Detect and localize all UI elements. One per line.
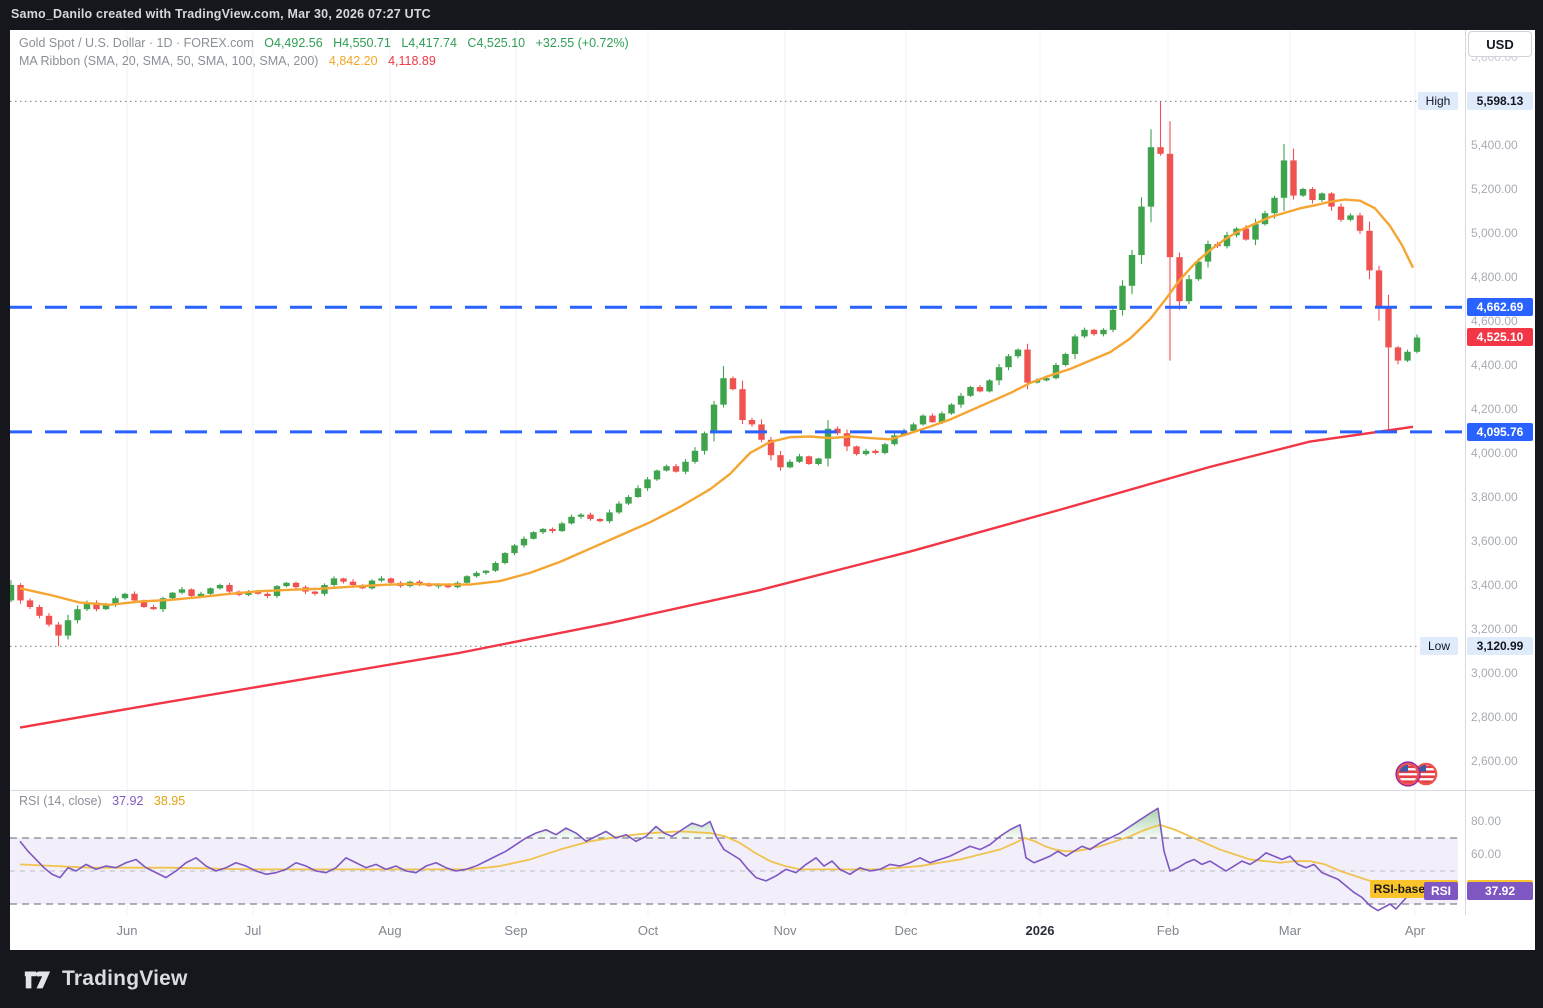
time-axis-label[interactable]: Apr [1404,923,1426,938]
ma-ribbon-value-2: 4,118.89 [388,54,436,68]
high-price-label: 5,598.13 [1467,92,1533,111]
price-axis-divider [1465,30,1466,915]
price-tick: 3,600.00 [1471,533,1518,548]
attribution-bar: Samo_Danilo created with TradingView.com… [0,0,1543,30]
high-value: H4,550.71 [333,36,391,50]
candlestick-series [10,147,1421,636]
rsi-tick: 60.00 [1471,847,1502,861]
attribution-text: Samo_Danilo created with TradingView.com… [11,7,431,21]
price-tick: 4,800.00 [1471,269,1518,284]
level-price-label: 4,662.69 [1467,298,1533,317]
price-tick: 3,000.00 [1471,665,1518,680]
ma-ribbon-legend[interactable]: MA Ribbon (SMA, 20, SMA, 50, SMA, 100, S… [19,54,443,68]
level-price-label: 4,095.76 [1467,422,1533,441]
time-axis-label[interactable]: Jul [244,923,262,938]
high-marker: High [1418,92,1458,111]
price-tick: 3,200.00 [1471,621,1518,636]
symbol-title[interactable]: Gold Spot / U.S. Dollar · 1D · FOREX.com [19,36,254,50]
rsi-ma-current-value: 38.95 [153,794,186,808]
symbol-legend[interactable]: Gold Spot / U.S. Dollar · 1D · FOREX.com… [19,36,636,50]
chart-area[interactable]: Gold Spot / U.S. Dollar · 1D · FOREX.com… [10,30,1535,950]
symbol-flags-icon [1395,761,1438,787]
price-tick: 3,400.00 [1471,577,1518,592]
price-tick: 5,400.00 [1471,137,1518,152]
time-axis-label[interactable]: 2026 [1025,923,1055,938]
low-marker: Low [1420,637,1458,656]
currency-toggle-button[interactable]: USD [1468,31,1532,57]
time-axis-label[interactable]: Nov [773,923,797,938]
time-axis-scale[interactable]: Jun Jul Aug Sep Oct Nov Dec 2026 Feb Mar Apr [10,915,1535,950]
price-tick: 3,800.00 [1471,489,1518,504]
rsi-legend[interactable]: RSI (14, close) 37.92 38.95 [19,794,192,808]
pane-divider[interactable] [10,790,1535,791]
price-tick: 5,000.00 [1471,225,1518,240]
brand-name: TradingView [62,967,188,990]
current-price-label: 4,525.10 [1467,328,1533,347]
footer-bar: TradingView [0,950,1543,1008]
close-value: C4,525.10 [467,36,526,50]
time-axis-label[interactable]: Feb [1156,923,1180,938]
open-value: O4,492.56 [264,36,323,50]
price-tick: 2,800.00 [1471,709,1518,724]
low-price-label: 3,120.99 [1467,637,1533,656]
price-tick: 5,200.00 [1471,181,1518,196]
tradingview-brand-link[interactable]: TradingView [22,964,188,994]
time-axis-label[interactable]: Jun [116,923,138,938]
rsi-title[interactable]: RSI (14, close) [19,794,102,808]
ma-ribbon-title[interactable]: MA Ribbon (SMA, 20, SMA, 50, SMA, 100, S… [19,54,319,68]
time-axis-label[interactable]: Dec [894,923,918,938]
price-tick: 4,200.00 [1471,401,1518,416]
price-tick: 2,600.00 [1471,753,1518,768]
price-and-rsi-canvas[interactable] [10,30,1465,915]
change-value: +32.55 (+0.72%) [535,36,629,50]
price-tick: 4,400.00 [1471,357,1518,372]
rsi-current-value: 37.92 [112,794,144,808]
tradingview-logo-icon [24,971,51,989]
ma-ribbon-value-1: 4,842.20 [328,54,378,68]
time-axis-label[interactable]: Oct [637,923,659,938]
price-tick: 4,600.00 [1471,313,1518,328]
rsi-tick: 80.00 [1471,814,1502,828]
price-tick: 4,000.00 [1471,445,1518,460]
rsi-value-label: 37.92 [1467,881,1533,900]
low-value: L4,417.74 [401,36,457,50]
time-axis-label[interactable]: Sep [504,923,528,938]
time-axis-label[interactable]: Mar [1278,923,1302,938]
time-axis-label[interactable]: Aug [378,923,402,938]
rsi-marker: RSI [1424,881,1458,900]
